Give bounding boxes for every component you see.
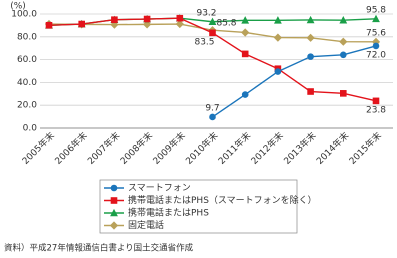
marker xyxy=(339,16,348,24)
marker xyxy=(372,97,380,105)
marker xyxy=(111,16,118,23)
marker xyxy=(45,21,53,29)
marker xyxy=(372,14,380,23)
data-label: 83.5 xyxy=(194,37,214,47)
marker xyxy=(143,15,151,23)
marker xyxy=(273,33,282,42)
y-unit: (%) xyxy=(10,2,26,12)
data-label: 93.2 xyxy=(196,8,216,18)
legend-box xyxy=(99,179,298,234)
marker xyxy=(109,221,119,230)
x-tick-label: 2011年末 xyxy=(216,129,253,166)
marker xyxy=(274,16,282,24)
legend-label: 携帯電話またはPHS xyxy=(128,207,209,219)
y-tick-label: 100.0 xyxy=(11,10,37,20)
y-tick-label: 0.0 xyxy=(23,124,38,134)
y-tick-label: 20.0 xyxy=(17,101,37,111)
marker xyxy=(241,28,250,37)
legend-label: 固定電話 xyxy=(128,219,164,231)
marker xyxy=(340,90,347,97)
marker xyxy=(307,88,314,95)
marker xyxy=(306,15,315,24)
marker xyxy=(241,91,249,98)
marker xyxy=(176,14,184,22)
x-tick-label: 2009年末 xyxy=(150,129,187,166)
marker xyxy=(110,184,118,192)
marker xyxy=(307,53,314,60)
marker xyxy=(110,208,118,217)
marker xyxy=(208,17,217,26)
x-tick-label: 2014年末 xyxy=(314,129,351,166)
data-label: 72.0 xyxy=(366,50,386,60)
series-line xyxy=(212,45,377,118)
x-tick-label: 2010年末 xyxy=(183,129,220,166)
marker xyxy=(339,37,348,46)
x-tick-label: 2012年末 xyxy=(248,129,285,166)
source-note: 資料）平成27年情報通信白書より国土交通省作成 xyxy=(4,243,194,254)
marker xyxy=(241,16,250,24)
x-tick-label: 2013年末 xyxy=(281,129,318,166)
data-label: 9.7 xyxy=(205,103,219,113)
x-tick-label: 2008年末 xyxy=(118,129,155,166)
marker xyxy=(274,68,282,75)
marker xyxy=(340,51,347,59)
marker xyxy=(143,20,152,29)
y-tick-label: 80.0 xyxy=(17,32,37,42)
marker xyxy=(241,50,249,58)
data-label: 23.8 xyxy=(366,105,386,115)
y-tick-label: 40.0 xyxy=(17,78,37,88)
x-tick-label: 2005年末 xyxy=(19,129,56,166)
marker xyxy=(209,29,216,37)
marker xyxy=(306,33,315,42)
data-label: 75.6 xyxy=(366,28,386,38)
x-tick-label: 2006年末 xyxy=(52,129,89,166)
legend-label: スマートフォン xyxy=(128,184,191,194)
marker xyxy=(110,197,118,204)
marker xyxy=(372,42,380,50)
marker xyxy=(78,20,85,28)
x-tick-label: 2007年末 xyxy=(85,129,122,166)
legend-label: 携帯電話またはPHS（スマートフォンを除く） xyxy=(128,194,317,206)
y-tick-label: 60.0 xyxy=(17,55,37,65)
marker xyxy=(209,113,216,121)
data-label: 95.8 xyxy=(366,5,386,15)
marker xyxy=(175,19,184,29)
data-label: 85.8 xyxy=(216,19,236,29)
x-tick-label: 2015年末 xyxy=(346,129,383,166)
